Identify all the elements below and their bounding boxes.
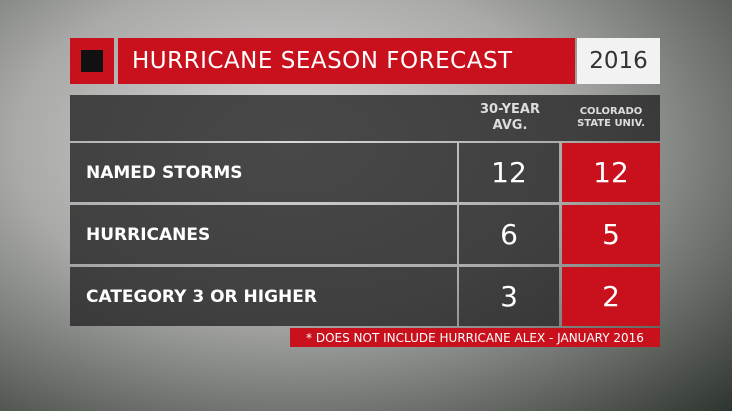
row-label: HURRICANES [70, 205, 457, 264]
avg-value: 6 [459, 205, 559, 264]
column-header: COLORADO STATE UNIV. [577, 106, 645, 129]
year: 2016 [577, 38, 660, 84]
csu-value: 2 [562, 267, 660, 326]
row-label: NAMED STORMS [70, 143, 457, 202]
csu-value: 5 [562, 205, 660, 264]
logo-box [70, 38, 114, 84]
csu-value: 12 [562, 143, 660, 202]
column-header: 30-YEAR AVG. [480, 102, 540, 133]
title: HURRICANE SEASON FORECAST [118, 38, 575, 84]
footnote: * DOES NOT INCLUDE HURRICANE ALEX - JANU… [290, 328, 660, 347]
row-label: CATEGORY 3 OR HIGHER [70, 267, 457, 326]
avg-value: 3 [459, 267, 559, 326]
column-header-row [70, 95, 660, 141]
avg-value: 12 [459, 143, 559, 202]
logo-square [81, 50, 103, 72]
